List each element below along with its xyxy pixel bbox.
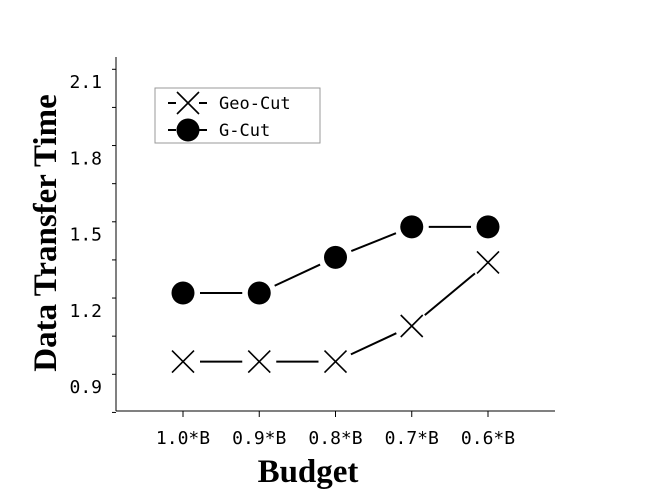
marker-stroke <box>171 350 195 374</box>
series-geo-cut <box>171 250 500 374</box>
y-ticks: 0.9 1.2 1.5 1.8 2.1 <box>69 68 116 413</box>
legend-label: Geo-Cut <box>219 94 291 114</box>
series-segment <box>350 332 397 356</box>
x-tick-label: 0.6*B <box>461 428 515 449</box>
data-point <box>476 215 500 239</box>
y-tick-label: 1.2 <box>69 301 102 322</box>
data-point <box>476 250 500 275</box>
data-point <box>171 281 195 305</box>
y-axis-title: Data Transfer Time <box>28 94 64 371</box>
data-point <box>324 245 347 269</box>
marker-stroke <box>247 350 271 374</box>
marker-stroke <box>176 91 200 115</box>
series-segment <box>350 232 397 252</box>
data-point <box>323 350 348 374</box>
marker-stroke <box>476 250 500 275</box>
data-point <box>247 281 271 305</box>
legend-item-g-cut: G-Cut <box>168 118 270 142</box>
series-layer <box>171 215 500 374</box>
data-point <box>400 215 424 239</box>
legend-label: G-Cut <box>219 121 270 141</box>
x-tick-label: 0.9*B <box>232 428 286 449</box>
x-ticks: 1.0*B 0.9*B 0.8*B 0.7*B 0.6*B <box>156 411 515 449</box>
y-tick-label: 1.5 <box>69 225 102 246</box>
y-tick-label: 1.8 <box>69 148 102 169</box>
series-g-cut <box>171 215 500 305</box>
legend: Geo-Cut G-Cut <box>154 87 321 144</box>
series-segment <box>424 272 476 316</box>
series-segment <box>274 263 321 287</box>
legend-marker <box>176 118 200 142</box>
marker-stroke <box>323 350 348 374</box>
data-point <box>247 350 271 374</box>
data-point <box>400 314 424 338</box>
x-tick-label: 0.8*B <box>308 428 362 449</box>
data-point <box>171 350 195 374</box>
marker-stroke <box>400 314 424 338</box>
x-axis-title: Budget <box>258 454 359 490</box>
legend-marker <box>176 91 200 115</box>
x-tick-label: 0.7*B <box>385 428 439 449</box>
y-tick-label: 0.9 <box>69 377 102 398</box>
legend-item-geo-cut: Geo-Cut <box>168 91 291 115</box>
x-tick-label: 1.0*B <box>156 428 210 449</box>
y-tick-label: 2.1 <box>69 72 102 93</box>
